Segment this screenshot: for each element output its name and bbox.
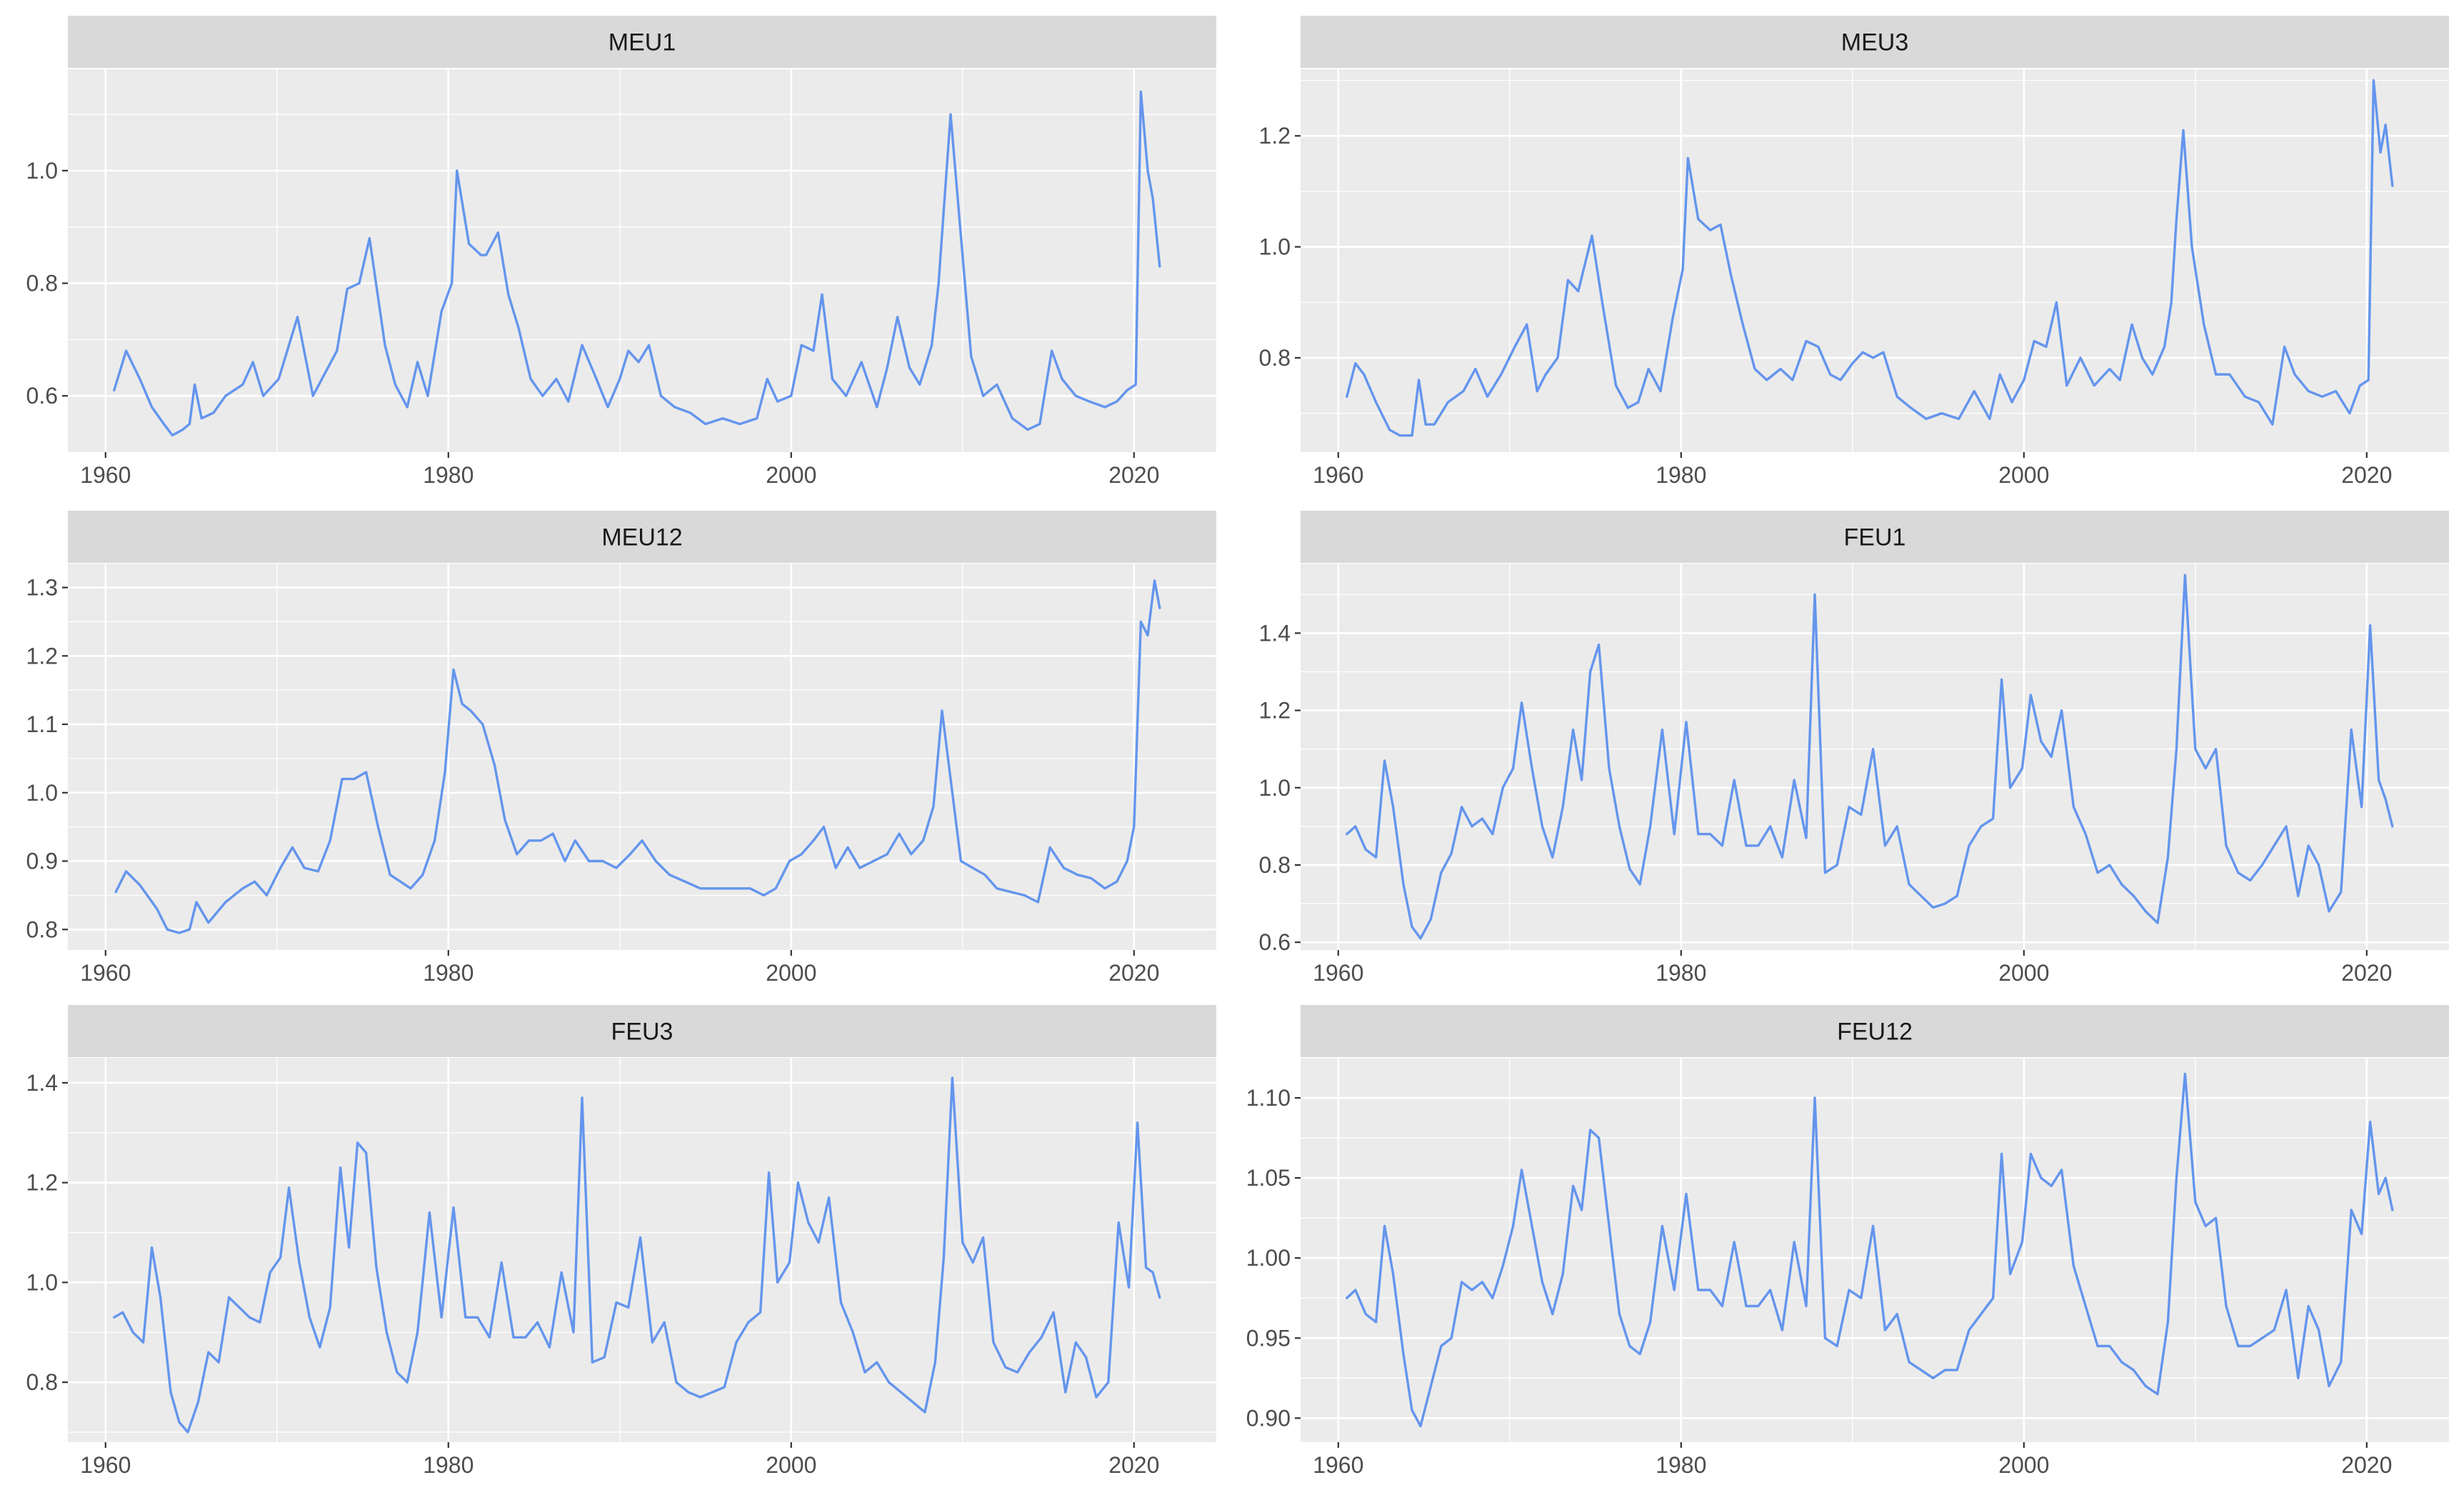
series-line-feu12 bbox=[1346, 1072, 2394, 1428]
y-tick-label: 0.6 bbox=[26, 383, 58, 409]
x-tick-label: 2000 bbox=[766, 462, 816, 488]
y-tick-label: 0.8 bbox=[1259, 345, 1291, 371]
x-tick-label: 2020 bbox=[2341, 960, 2392, 986]
facet-strip bbox=[1301, 16, 2449, 68]
y-tick-label: 1.1 bbox=[26, 711, 58, 737]
facet-strip bbox=[68, 16, 1216, 68]
facet-strip-label: FEU1 bbox=[1844, 524, 1906, 551]
facet-feu3: FEU3 1960 1980 2000 2020 0.8 1.0 1.2 1.4 bbox=[26, 1005, 1216, 1478]
y-tick-label: 1.2 bbox=[1259, 698, 1291, 724]
x-tick-label: 2000 bbox=[1998, 1452, 2049, 1478]
x-tick-label: 1960 bbox=[1313, 1452, 1363, 1478]
series-line-meu1 bbox=[113, 90, 1161, 437]
series-line-meu12 bbox=[114, 579, 1161, 934]
y-tick-label: 1.05 bbox=[1246, 1165, 1291, 1191]
y-tick-label: 1.0 bbox=[26, 158, 58, 184]
y-tick-label: 0.8 bbox=[26, 916, 58, 942]
y-tick-label: 1.4 bbox=[1259, 620, 1291, 646]
y-tick-label: 1.2 bbox=[1259, 123, 1291, 149]
y-tick-label: 1.0 bbox=[26, 780, 58, 806]
facet-meu1: MEU1 1960 1980 2000 2020 0.6 0.8 1.0 bbox=[26, 16, 1216, 488]
x-tick-label: 1980 bbox=[423, 960, 474, 986]
y-tick-label: 0.8 bbox=[26, 271, 58, 296]
y-tick-label: 0.6 bbox=[1259, 929, 1291, 955]
facet-strip bbox=[68, 1005, 1216, 1057]
x-tick-label: 2000 bbox=[1998, 462, 2049, 488]
y-tick-label: 1.2 bbox=[26, 643, 58, 669]
facet-strip-label: MEU12 bbox=[601, 524, 682, 551]
x-tick-label: 1960 bbox=[80, 462, 131, 488]
x-tick-label: 1980 bbox=[423, 462, 474, 488]
y-tick-label: 1.0 bbox=[1259, 775, 1291, 801]
y-tick-label: 1.10 bbox=[1246, 1085, 1291, 1111]
series-line-feu1 bbox=[1346, 574, 2394, 940]
series-line-meu3 bbox=[1346, 79, 2394, 437]
facet-strip-label: MEU1 bbox=[609, 29, 676, 56]
x-tick-label: 2020 bbox=[1108, 960, 1159, 986]
facet-feu1: FEU1 1960 1980 2000 2020 0.6 0.8 1.0 1.2 1.4 bbox=[1259, 511, 2449, 986]
x-tick-label: 1960 bbox=[80, 960, 131, 986]
y-tick-label: 1.2 bbox=[26, 1170, 58, 1196]
x-tick-label: 1960 bbox=[80, 1452, 131, 1478]
y-tick-label: 0.9 bbox=[26, 849, 58, 874]
y-tick-label: 1.0 bbox=[1259, 234, 1291, 260]
x-tick-label: 1980 bbox=[1656, 462, 1706, 488]
y-tick-label: 0.8 bbox=[1259, 852, 1291, 878]
x-tick-label: 2020 bbox=[2341, 1452, 2392, 1478]
x-tick-label: 1980 bbox=[423, 1452, 474, 1478]
x-tick-label: 2020 bbox=[2341, 462, 2392, 488]
x-tick-label: 2020 bbox=[1108, 1452, 1159, 1478]
facet-meu3: MEU3 1960 1980 2000 2020 0.8 1.0 1.2 bbox=[1259, 16, 2449, 488]
x-tick-label: 2000 bbox=[766, 960, 816, 986]
facet-strip-label: FEU3 bbox=[611, 1019, 673, 1046]
y-tick-label: 0.90 bbox=[1246, 1405, 1291, 1431]
y-tick-label: 1.00 bbox=[1246, 1245, 1291, 1271]
x-tick-label: 1980 bbox=[1656, 1452, 1706, 1478]
x-tick-label: 1960 bbox=[1313, 462, 1363, 488]
facet-strip bbox=[1301, 511, 2449, 563]
facet-strip bbox=[1301, 1005, 2449, 1057]
facet-strip bbox=[68, 511, 1216, 563]
facet-meu12: MEU12 1960 1980 2000 2020 0.8 0.9 1.0 1.1 1.2 1.3 bbox=[26, 511, 1216, 986]
series-line-feu3 bbox=[113, 1076, 1161, 1434]
y-tick-label: 1.4 bbox=[26, 1070, 58, 1096]
y-tick-label: 1.3 bbox=[26, 575, 58, 601]
x-tick-label: 2020 bbox=[1108, 462, 1159, 488]
facet-feu12: FEU12 1960 1980 2000 2020 0.90 0.95 1.00 1.05 1.1… bbox=[1246, 1005, 2449, 1478]
panel-background bbox=[68, 69, 1216, 452]
x-tick-label: 2000 bbox=[1998, 960, 2049, 986]
facet-strip-label: MEU3 bbox=[1841, 29, 1908, 56]
x-tick-label: 2000 bbox=[766, 1452, 816, 1478]
x-tick-label: 1960 bbox=[1313, 960, 1363, 986]
y-tick-label: 0.95 bbox=[1246, 1325, 1291, 1351]
facet-strip-label: FEU12 bbox=[1837, 1019, 1913, 1046]
y-tick-label: 0.8 bbox=[26, 1369, 58, 1395]
y-tick-label: 1.0 bbox=[26, 1269, 58, 1295]
x-tick-label: 1980 bbox=[1656, 960, 1706, 986]
